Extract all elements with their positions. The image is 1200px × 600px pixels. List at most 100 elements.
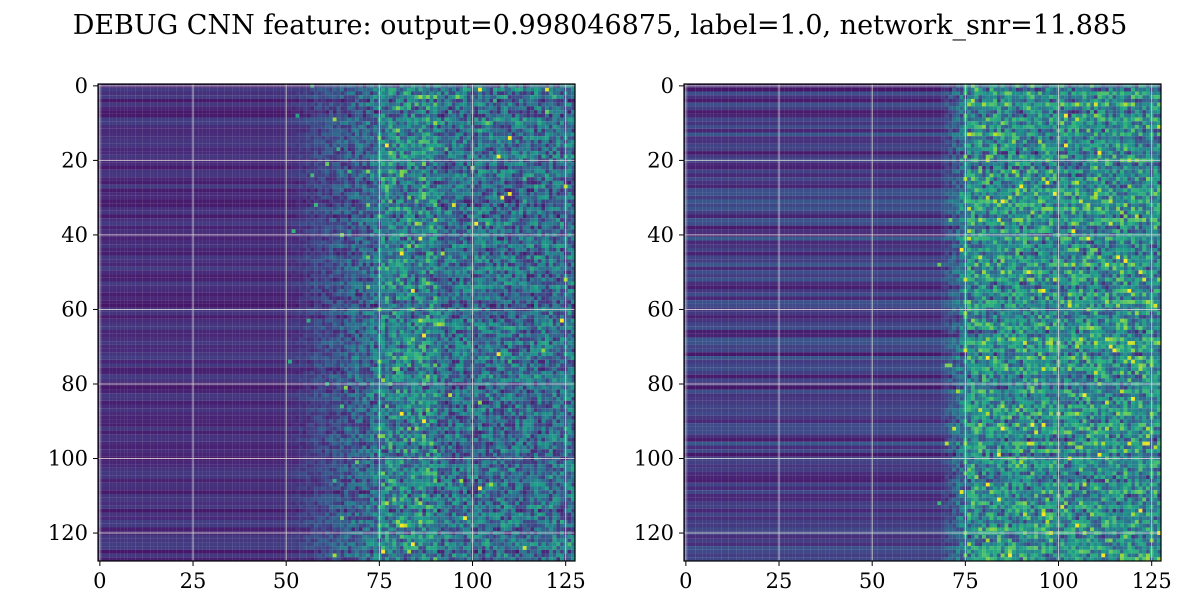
left-heatmap-cell — [198, 110, 203, 114]
left-heatmap-cell — [545, 188, 549, 193]
left-heatmap-cell — [299, 165, 304, 170]
left-heatmap-cell — [429, 180, 434, 185]
left-heatmap-cell — [463, 210, 467, 215]
left-heatmap-cell — [373, 221, 378, 226]
left-heatmap-cell — [321, 225, 326, 230]
left-heatmap-cell — [235, 203, 240, 208]
left-heatmap-cell — [310, 214, 315, 219]
left-heatmap-cell — [120, 177, 125, 181]
left-heatmap-cell — [459, 151, 464, 155]
left-heatmap-cell — [220, 121, 225, 126]
left-heatmap-cell — [485, 91, 490, 96]
left-heatmap-cell — [295, 136, 300, 140]
left-heatmap-cell — [302, 143, 307, 148]
left-heatmap-cell — [194, 169, 199, 174]
left-heatmap-cell — [407, 173, 412, 178]
left-heatmap-cell — [526, 169, 531, 174]
left-heatmap-cell — [560, 221, 564, 226]
left-heatmap-cell — [481, 214, 486, 219]
left-heatmap-cell — [455, 95, 460, 99]
left-heatmap-cell — [340, 128, 345, 133]
left-heatmap-cell — [381, 206, 385, 211]
left-heatmap-cell — [332, 195, 337, 200]
left-heatmap-cell — [347, 139, 352, 144]
left-heatmap-cell — [317, 147, 322, 152]
left-heatmap-cell — [232, 139, 236, 144]
left-heatmap-cell — [384, 132, 389, 137]
left-heatmap-cell — [433, 106, 438, 111]
left-heatmap-cell — [131, 139, 136, 144]
left-heatmap-cell — [493, 143, 497, 148]
left-heatmap-cell — [258, 95, 263, 99]
left-heatmap-cell — [273, 218, 277, 222]
left-heatmap-cell — [202, 173, 207, 178]
left-heatmap-cell — [280, 173, 285, 178]
left-heatmap-cell — [325, 221, 330, 226]
left-heatmap-cell — [362, 91, 367, 96]
left-heatmap-cell — [370, 195, 374, 200]
left-heatmap-cell — [101, 124, 106, 129]
left-heatmap-cell — [392, 199, 397, 204]
left-heatmap-cell — [269, 117, 274, 122]
left-heatmap-cell — [325, 203, 330, 208]
left-heatmap-cell — [291, 139, 296, 144]
left-heatmap-cell — [198, 132, 203, 137]
left-heatmap-cell — [530, 165, 535, 170]
left-heatmap-cell — [146, 106, 151, 111]
left-heatmap-cell — [567, 169, 572, 174]
left-heatmap-cell — [534, 218, 538, 222]
left-heatmap-cell — [522, 132, 527, 137]
left-heatmap-cell — [101, 173, 106, 178]
left-heatmap-cell — [433, 203, 438, 208]
left-heatmap-cell — [161, 136, 166, 140]
left-heatmap-cell — [545, 124, 549, 129]
left-heatmap-cell — [571, 188, 576, 193]
left-heatmap-cell — [112, 210, 117, 215]
left-heatmap-cell — [209, 124, 214, 129]
left-heatmap-cell — [299, 147, 304, 152]
left-heatmap-cell — [235, 173, 240, 178]
left-heatmap-cell — [403, 225, 408, 230]
left-heatmap-cell — [560, 151, 564, 155]
left-heatmap-cell — [556, 91, 561, 96]
left-heatmap-cell — [187, 169, 192, 174]
left-heatmap-cell — [500, 95, 505, 99]
left-heatmap-cell — [545, 218, 549, 222]
left-heatmap-cell — [530, 225, 535, 230]
left-heatmap-cell — [399, 121, 404, 126]
left-heatmap-cell — [265, 225, 270, 230]
left-heatmap-cell — [343, 173, 348, 178]
left-heatmap-cell — [351, 225, 356, 230]
left-heatmap-cell — [105, 180, 110, 185]
left-heatmap-cell — [548, 173, 553, 178]
left-heatmap-cell — [366, 195, 371, 200]
left-heatmap-cell — [351, 136, 356, 140]
left-heatmap-cell — [224, 110, 229, 114]
left-heatmap-cell — [519, 180, 523, 185]
left-heatmap-cell — [120, 221, 125, 226]
left-heatmap-cell — [422, 132, 426, 137]
left-heatmap-cell — [206, 214, 210, 219]
left-heatmap-cell — [545, 128, 549, 133]
left-heatmap-cell — [127, 195, 132, 200]
left-heatmap-cell — [388, 184, 393, 189]
left-heatmap-cell — [302, 180, 307, 185]
left-heatmap-cell — [329, 206, 333, 211]
left-heatmap-cell — [124, 173, 128, 178]
left-heatmap-cell — [239, 147, 244, 152]
left-heatmap-cell — [261, 124, 266, 129]
left-heatmap-cell — [496, 87, 501, 92]
left-heatmap-cell — [332, 173, 337, 178]
left-heatmap-cell — [336, 106, 341, 111]
left-heatmap-cell — [526, 117, 531, 122]
left-heatmap-cell — [437, 124, 441, 129]
left-heatmap-cell — [317, 173, 322, 178]
left-heatmap-cell — [366, 102, 371, 107]
left-heatmap-cell — [321, 91, 326, 96]
left-heatmap-cell — [411, 195, 415, 200]
left-heatmap-cell — [209, 210, 214, 215]
left-heatmap-cell — [131, 214, 136, 219]
left-heatmap-cell — [306, 106, 311, 111]
left-heatmap-cell — [567, 128, 572, 133]
left-heatmap-cell — [481, 173, 486, 178]
